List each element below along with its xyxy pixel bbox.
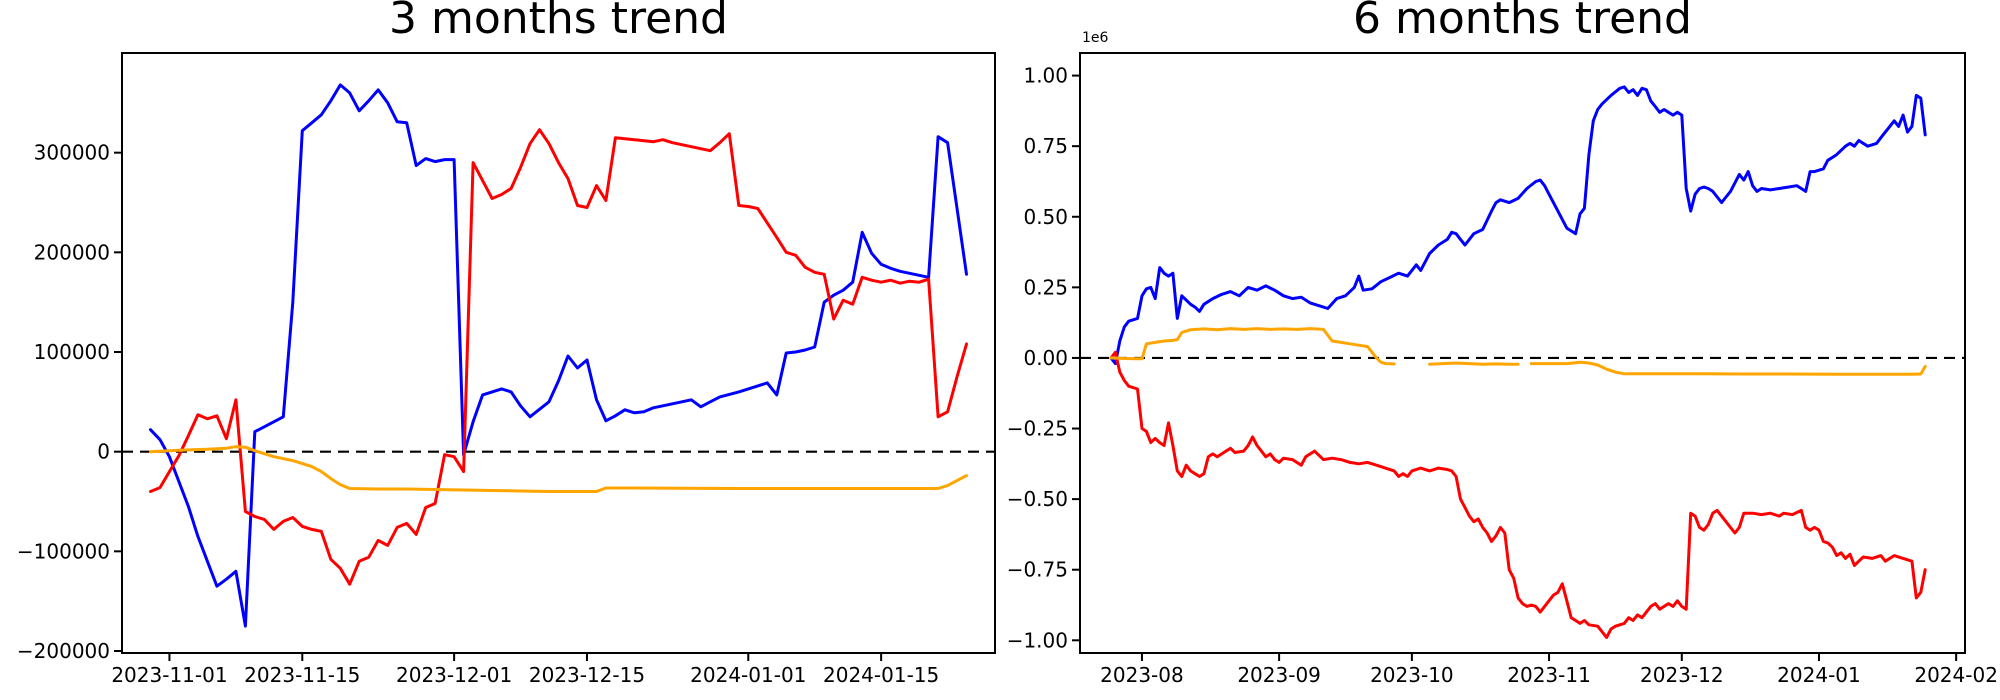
y-tick-label: 200000: [34, 240, 110, 264]
y-tick-label: 100000: [34, 340, 110, 364]
y-axis-offset-label: 1e6: [1082, 30, 1109, 46]
x-tick-label: 2023-10: [1370, 663, 1454, 687]
series-line-blue: [149, 83, 968, 628]
series-line-orange: [149, 445, 968, 493]
y-tick-label: 0.75: [1023, 134, 1068, 158]
x-tick-label: 2023-08: [1100, 663, 1184, 687]
y-tick-label: −100000: [17, 539, 110, 563]
x-tick-label: 2023-11-15: [244, 663, 360, 687]
y-tick-label: 0.25: [1023, 275, 1068, 299]
x-tick-label: 2023-11: [1507, 663, 1591, 687]
y-tick-label: −0.75: [1007, 558, 1068, 582]
chart-title-3-months: 3 months trend: [389, 0, 728, 44]
x-tick-label: 2024-02: [1914, 663, 1998, 687]
y-tick-label: 0.00: [1023, 346, 1068, 370]
series-line-red: [149, 128, 968, 586]
series-line-blue: [1109, 85, 1927, 366]
y-tick-label: 1.00: [1023, 64, 1068, 88]
x-tick-label: 2023-09: [1237, 663, 1321, 687]
y-tick-label: 0.50: [1023, 205, 1068, 229]
x-tick-label: 2024-01-01: [690, 663, 806, 687]
series-line-orange: [1109, 327, 1927, 376]
x-tick-label: 2023-11-01: [111, 663, 227, 687]
y-tick-label: 300000: [34, 141, 110, 165]
x-tick-label: 2023-12: [1640, 663, 1724, 687]
plot-border: [1079, 52, 1966, 654]
y-tick-label: −0.25: [1007, 417, 1068, 441]
plot-border: [121, 52, 996, 654]
series-line-red: [1109, 350, 1927, 639]
chart-title-6-months: 6 months trend: [1353, 0, 1692, 44]
y-tick-label: −200000: [17, 639, 110, 663]
y-tick-label: 0: [97, 440, 110, 464]
x-tick-label: 2024-01-15: [823, 663, 939, 687]
x-tick-label: 2023-12-01: [396, 663, 512, 687]
x-tick-label: 2023-12-15: [529, 663, 645, 687]
y-tick-label: −0.50: [1007, 487, 1068, 511]
y-tick-label: −1.00: [1007, 628, 1068, 652]
x-tick-label: 2024-01: [1777, 663, 1861, 687]
